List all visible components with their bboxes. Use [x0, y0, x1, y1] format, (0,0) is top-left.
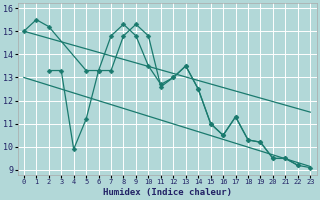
- X-axis label: Humidex (Indice chaleur): Humidex (Indice chaleur): [103, 188, 232, 197]
